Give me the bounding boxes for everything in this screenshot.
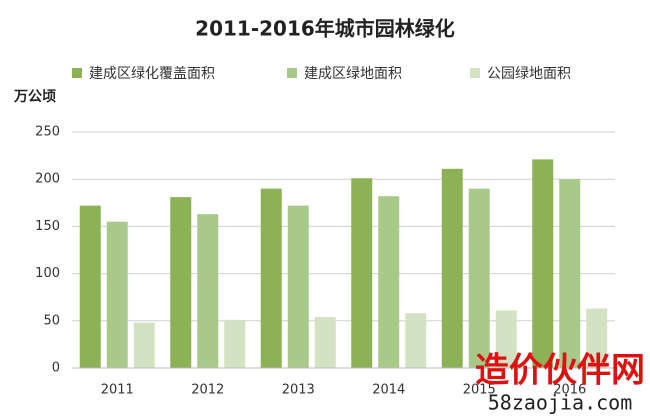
bar xyxy=(197,214,219,368)
bar xyxy=(314,317,336,368)
bar xyxy=(133,322,155,368)
bar xyxy=(378,196,400,368)
bar xyxy=(351,178,373,368)
x-tick-label: 2014 xyxy=(372,383,405,398)
legend-swatch xyxy=(72,68,82,78)
y-tick-label: 150 xyxy=(35,219,60,234)
x-tick-label: 2011 xyxy=(101,383,134,398)
watermark-url: 58zaojia.com xyxy=(488,391,633,415)
chart-title: 2011-2016年城市园林绿化 xyxy=(195,17,455,41)
legend-label: 建成区绿地面积 xyxy=(304,66,402,82)
legend-label: 建成区绿化覆盖面积 xyxy=(89,66,215,82)
y-tick-label: 50 xyxy=(43,313,60,328)
y-axis-label: 万公顷 xyxy=(13,89,56,105)
y-tick-label: 250 xyxy=(35,125,60,140)
bar xyxy=(405,313,427,368)
plot-area: 0 50 100 150 200 250 建成区绿化覆盖面积 建成区绿地面积 公园绿地面积 201… xyxy=(35,66,615,398)
bar xyxy=(495,310,517,368)
y-tick-label: 0 xyxy=(52,361,60,376)
bar xyxy=(170,197,192,368)
legend-swatch xyxy=(287,68,297,78)
bar xyxy=(468,188,490,368)
bar xyxy=(224,319,246,368)
y-tick-label: 200 xyxy=(35,172,60,187)
legend-label: 公园绿地面积 xyxy=(487,66,571,82)
x-tick-label: 2015 xyxy=(463,383,496,398)
bar xyxy=(79,205,101,368)
x-tick-label: 2012 xyxy=(191,383,224,398)
bar xyxy=(287,205,309,368)
bar xyxy=(586,308,608,368)
y-tick-label: 100 xyxy=(35,266,60,281)
legend-swatch xyxy=(470,68,480,78)
bar xyxy=(559,179,581,368)
bar xyxy=(532,159,554,368)
bar xyxy=(260,188,282,368)
bar xyxy=(106,221,128,368)
watermark-name: 造价伙伴网 xyxy=(475,351,645,391)
x-tick-label: 2016 xyxy=(553,383,586,398)
x-tick-label: 2013 xyxy=(282,383,315,398)
bar xyxy=(441,168,463,368)
